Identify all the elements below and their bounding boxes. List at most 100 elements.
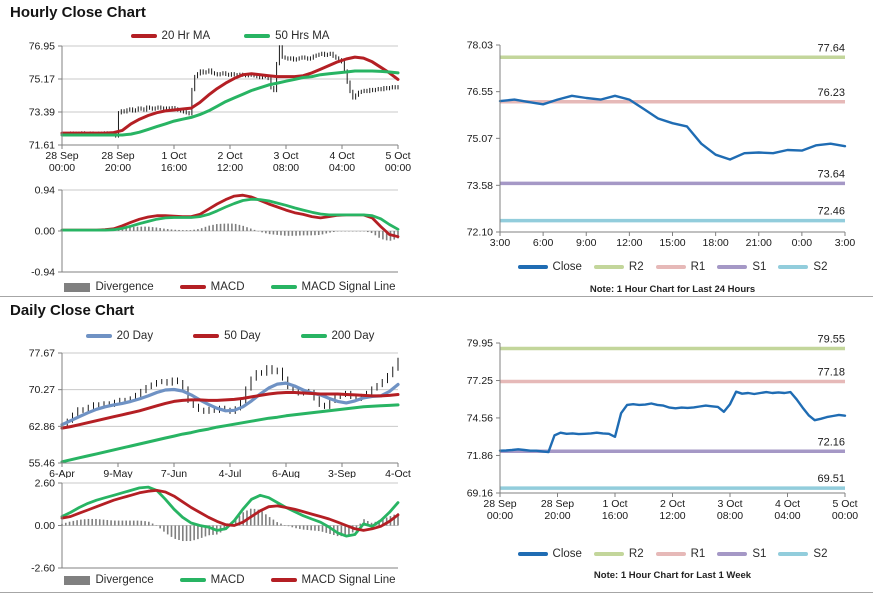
- legend-label: R1: [690, 548, 706, 560]
- svg-text:08:00: 08:00: [717, 510, 743, 522]
- svg-text:77.64: 77.64: [817, 42, 845, 54]
- svg-text:5 Oct: 5 Oct: [832, 498, 857, 510]
- legend-label: 20 Day: [116, 330, 154, 342]
- svg-text:15:00: 15:00: [659, 237, 685, 249]
- svg-text:74.56: 74.56: [467, 412, 493, 424]
- bar-swatch-icon: [64, 575, 91, 585]
- svg-text:6-Apr: 6-Apr: [49, 468, 75, 478]
- legend-item-20day: 20 Day: [85, 330, 154, 342]
- svg-text:9-May: 9-May: [103, 468, 133, 478]
- line-swatch-icon: [517, 552, 548, 556]
- svg-text:5 Oct: 5 Oct: [385, 150, 410, 162]
- legend-label: 50 Day: [224, 330, 261, 342]
- svg-text:6-Aug: 6-Aug: [272, 468, 300, 478]
- legend-label: Divergence: [95, 574, 154, 586]
- legend-item-macd: MACD: [179, 281, 245, 293]
- svg-text:4-Jul: 4-Jul: [219, 468, 242, 478]
- legend-label: S2: [813, 548, 828, 560]
- svg-text:00:00: 00:00: [832, 510, 858, 522]
- svg-text:4 Oct: 4 Oct: [775, 498, 800, 510]
- legend-label: MACD Signal Line: [301, 281, 396, 293]
- svg-text:69.16: 69.16: [467, 488, 493, 500]
- line-swatch-icon: [717, 265, 748, 269]
- svg-text:69.51: 69.51: [817, 473, 845, 485]
- svg-text:3:00: 3:00: [490, 237, 511, 249]
- svg-text:73.58: 73.58: [467, 180, 493, 192]
- svg-text:-0.94: -0.94: [31, 267, 55, 279]
- legend-item-r1: R1: [655, 548, 706, 560]
- svg-text:55.46: 55.46: [29, 458, 55, 470]
- right-hourly-legend: Close R2 R1 S1 S2: [500, 261, 845, 273]
- line-swatch-icon: [717, 552, 748, 556]
- legend-item-divergence: Divergence: [64, 281, 154, 293]
- svg-text:04:00: 04:00: [774, 510, 800, 522]
- legend-item-s1: S1: [717, 261, 766, 273]
- section-divider: [0, 296, 873, 297]
- line-swatch-icon: [593, 265, 624, 269]
- line-swatch-icon: [270, 578, 297, 582]
- legend-label: S1: [752, 548, 767, 560]
- legend-label: Close: [552, 261, 582, 273]
- svg-text:72.46: 72.46: [817, 206, 845, 218]
- legend-label: S2: [813, 261, 828, 273]
- svg-text:21:00: 21:00: [746, 237, 772, 249]
- svg-text:72.10: 72.10: [467, 227, 493, 239]
- legend-label: 20 Hr MA: [161, 30, 211, 42]
- svg-text:6:00: 6:00: [533, 237, 554, 249]
- svg-text:71.61: 71.61: [29, 140, 55, 152]
- svg-text:20:00: 20:00: [105, 162, 131, 174]
- legend-item-close: Close: [517, 261, 582, 273]
- svg-text:-2.60: -2.60: [31, 563, 55, 573]
- right-weekly-note: Note: 1 Hour Chart for Last 1 Week: [593, 570, 752, 581]
- line-swatch-icon: [517, 265, 548, 269]
- svg-text:75.07: 75.07: [467, 133, 493, 145]
- legend-label: R2: [628, 261, 644, 273]
- legend-item-50hr-ma: 50 Hrs MA: [244, 30, 329, 42]
- svg-text:28 Sep: 28 Sep: [483, 498, 516, 510]
- svg-text:76.55: 76.55: [467, 86, 493, 98]
- svg-text:3 Oct: 3 Oct: [717, 498, 742, 510]
- legend-item-20hr-ma: 20 Hr MA: [130, 30, 211, 42]
- right-weekly-legend: Close R2 R1 S1 S2: [500, 548, 845, 560]
- legend-label: R1: [690, 261, 706, 273]
- svg-text:3:00: 3:00: [835, 237, 856, 249]
- line-swatch-icon: [593, 552, 624, 556]
- legend-item-r2: R2: [593, 548, 644, 560]
- svg-text:78.03: 78.03: [467, 40, 493, 52]
- svg-text:0:00: 0:00: [792, 237, 813, 249]
- line-swatch-icon: [179, 285, 206, 289]
- bottom-divider: [0, 592, 873, 593]
- svg-text:28 Sep: 28 Sep: [45, 150, 78, 162]
- line-swatch-icon: [778, 552, 809, 556]
- weekly-support-resistance-chart: 79.55 77.18 72.16 69.51 79.95 77.25 74.56 71.86…: [467, 335, 859, 522]
- daily-price-chart: 77.67 70.27 62.86 55.466-Apr 9-May 7-Jun 4-Jul…: [29, 348, 411, 479]
- svg-text:28 Sep: 28 Sep: [101, 150, 134, 162]
- line-swatch-icon: [270, 285, 297, 289]
- legend-label: MACD Signal Line: [301, 574, 396, 586]
- svg-text:04:00: 04:00: [329, 162, 355, 174]
- svg-text:9:00: 9:00: [576, 237, 597, 249]
- svg-text:76.95: 76.95: [29, 41, 55, 53]
- svg-text:79.55: 79.55: [817, 335, 845, 346]
- svg-text:0.00: 0.00: [35, 520, 56, 532]
- hourly-price-legend: 20 Hr MA 50 Hrs MA: [62, 30, 398, 42]
- svg-text:3-Sep: 3-Sep: [328, 468, 356, 478]
- legend-item-r1: R1: [655, 261, 706, 273]
- svg-text:16:00: 16:00: [161, 162, 187, 174]
- hourly-support-resistance-chart: 77.64 76.23 73.64 72.46 78.03 76.55 75.07 73.58…: [467, 40, 856, 250]
- line-swatch-icon: [300, 334, 327, 338]
- svg-text:18:00: 18:00: [702, 237, 728, 249]
- legend-item-50day: 50 Day: [193, 330, 261, 342]
- hourly-macd-legend: Divergence MACD MACD Signal Line: [62, 281, 398, 293]
- legend-label: 200 Day: [331, 330, 375, 342]
- svg-text:2 Oct: 2 Oct: [660, 498, 685, 510]
- svg-text:16:00: 16:00: [602, 510, 628, 522]
- svg-text:2.60: 2.60: [35, 479, 56, 490]
- line-swatch-icon: [655, 552, 686, 556]
- line-swatch-icon: [85, 334, 112, 338]
- line-swatch-icon: [130, 34, 157, 38]
- legend-item-200day: 200 Day: [300, 330, 375, 342]
- line-swatch-icon: [244, 34, 271, 38]
- svg-text:28 Sep: 28 Sep: [541, 498, 574, 510]
- hourly-macd-chart: 0.94 0.00 -0.94: [31, 185, 400, 279]
